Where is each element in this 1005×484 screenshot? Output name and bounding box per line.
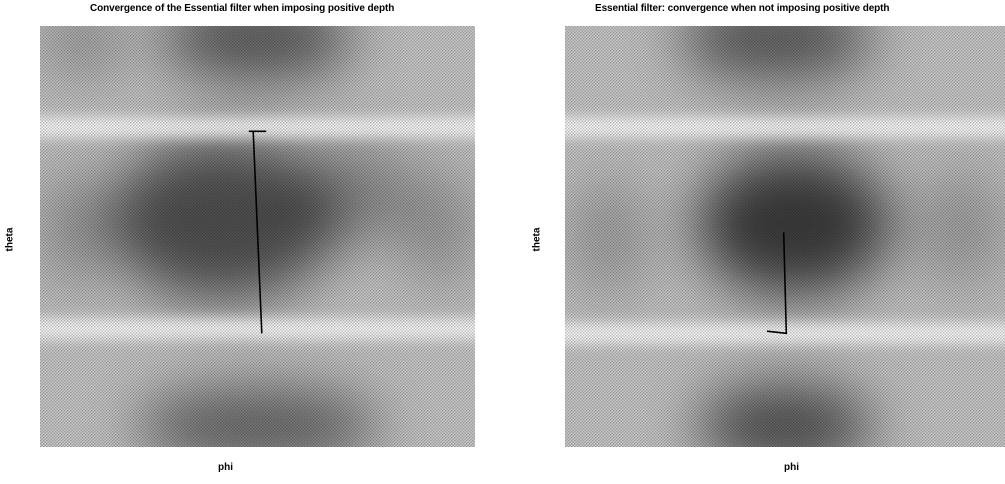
convergence-trajectory: [766, 232, 788, 335]
plot-panel-right: Essential filter: convergence when not i…: [520, 0, 1005, 484]
y-axis-label: theta: [4, 227, 16, 252]
convergence-trajectory: [248, 130, 267, 334]
plot-area: [565, 26, 1005, 447]
heatmap-plot: [40, 26, 475, 447]
plot-title: Convergence of the Essential filter when…: [90, 3, 395, 14]
plot-title: Essential filter: convergence when not i…: [595, 3, 890, 14]
heatmap-plot: [565, 26, 1005, 447]
plot-area: [40, 26, 475, 447]
x-axis-label: phi: [784, 462, 799, 473]
plot-panel-left: Convergence of the Essential filter when…: [0, 0, 480, 484]
y-axis-label: theta: [531, 227, 543, 252]
heatmap-dither: [565, 26, 1005, 447]
x-axis-label: phi: [218, 462, 233, 473]
